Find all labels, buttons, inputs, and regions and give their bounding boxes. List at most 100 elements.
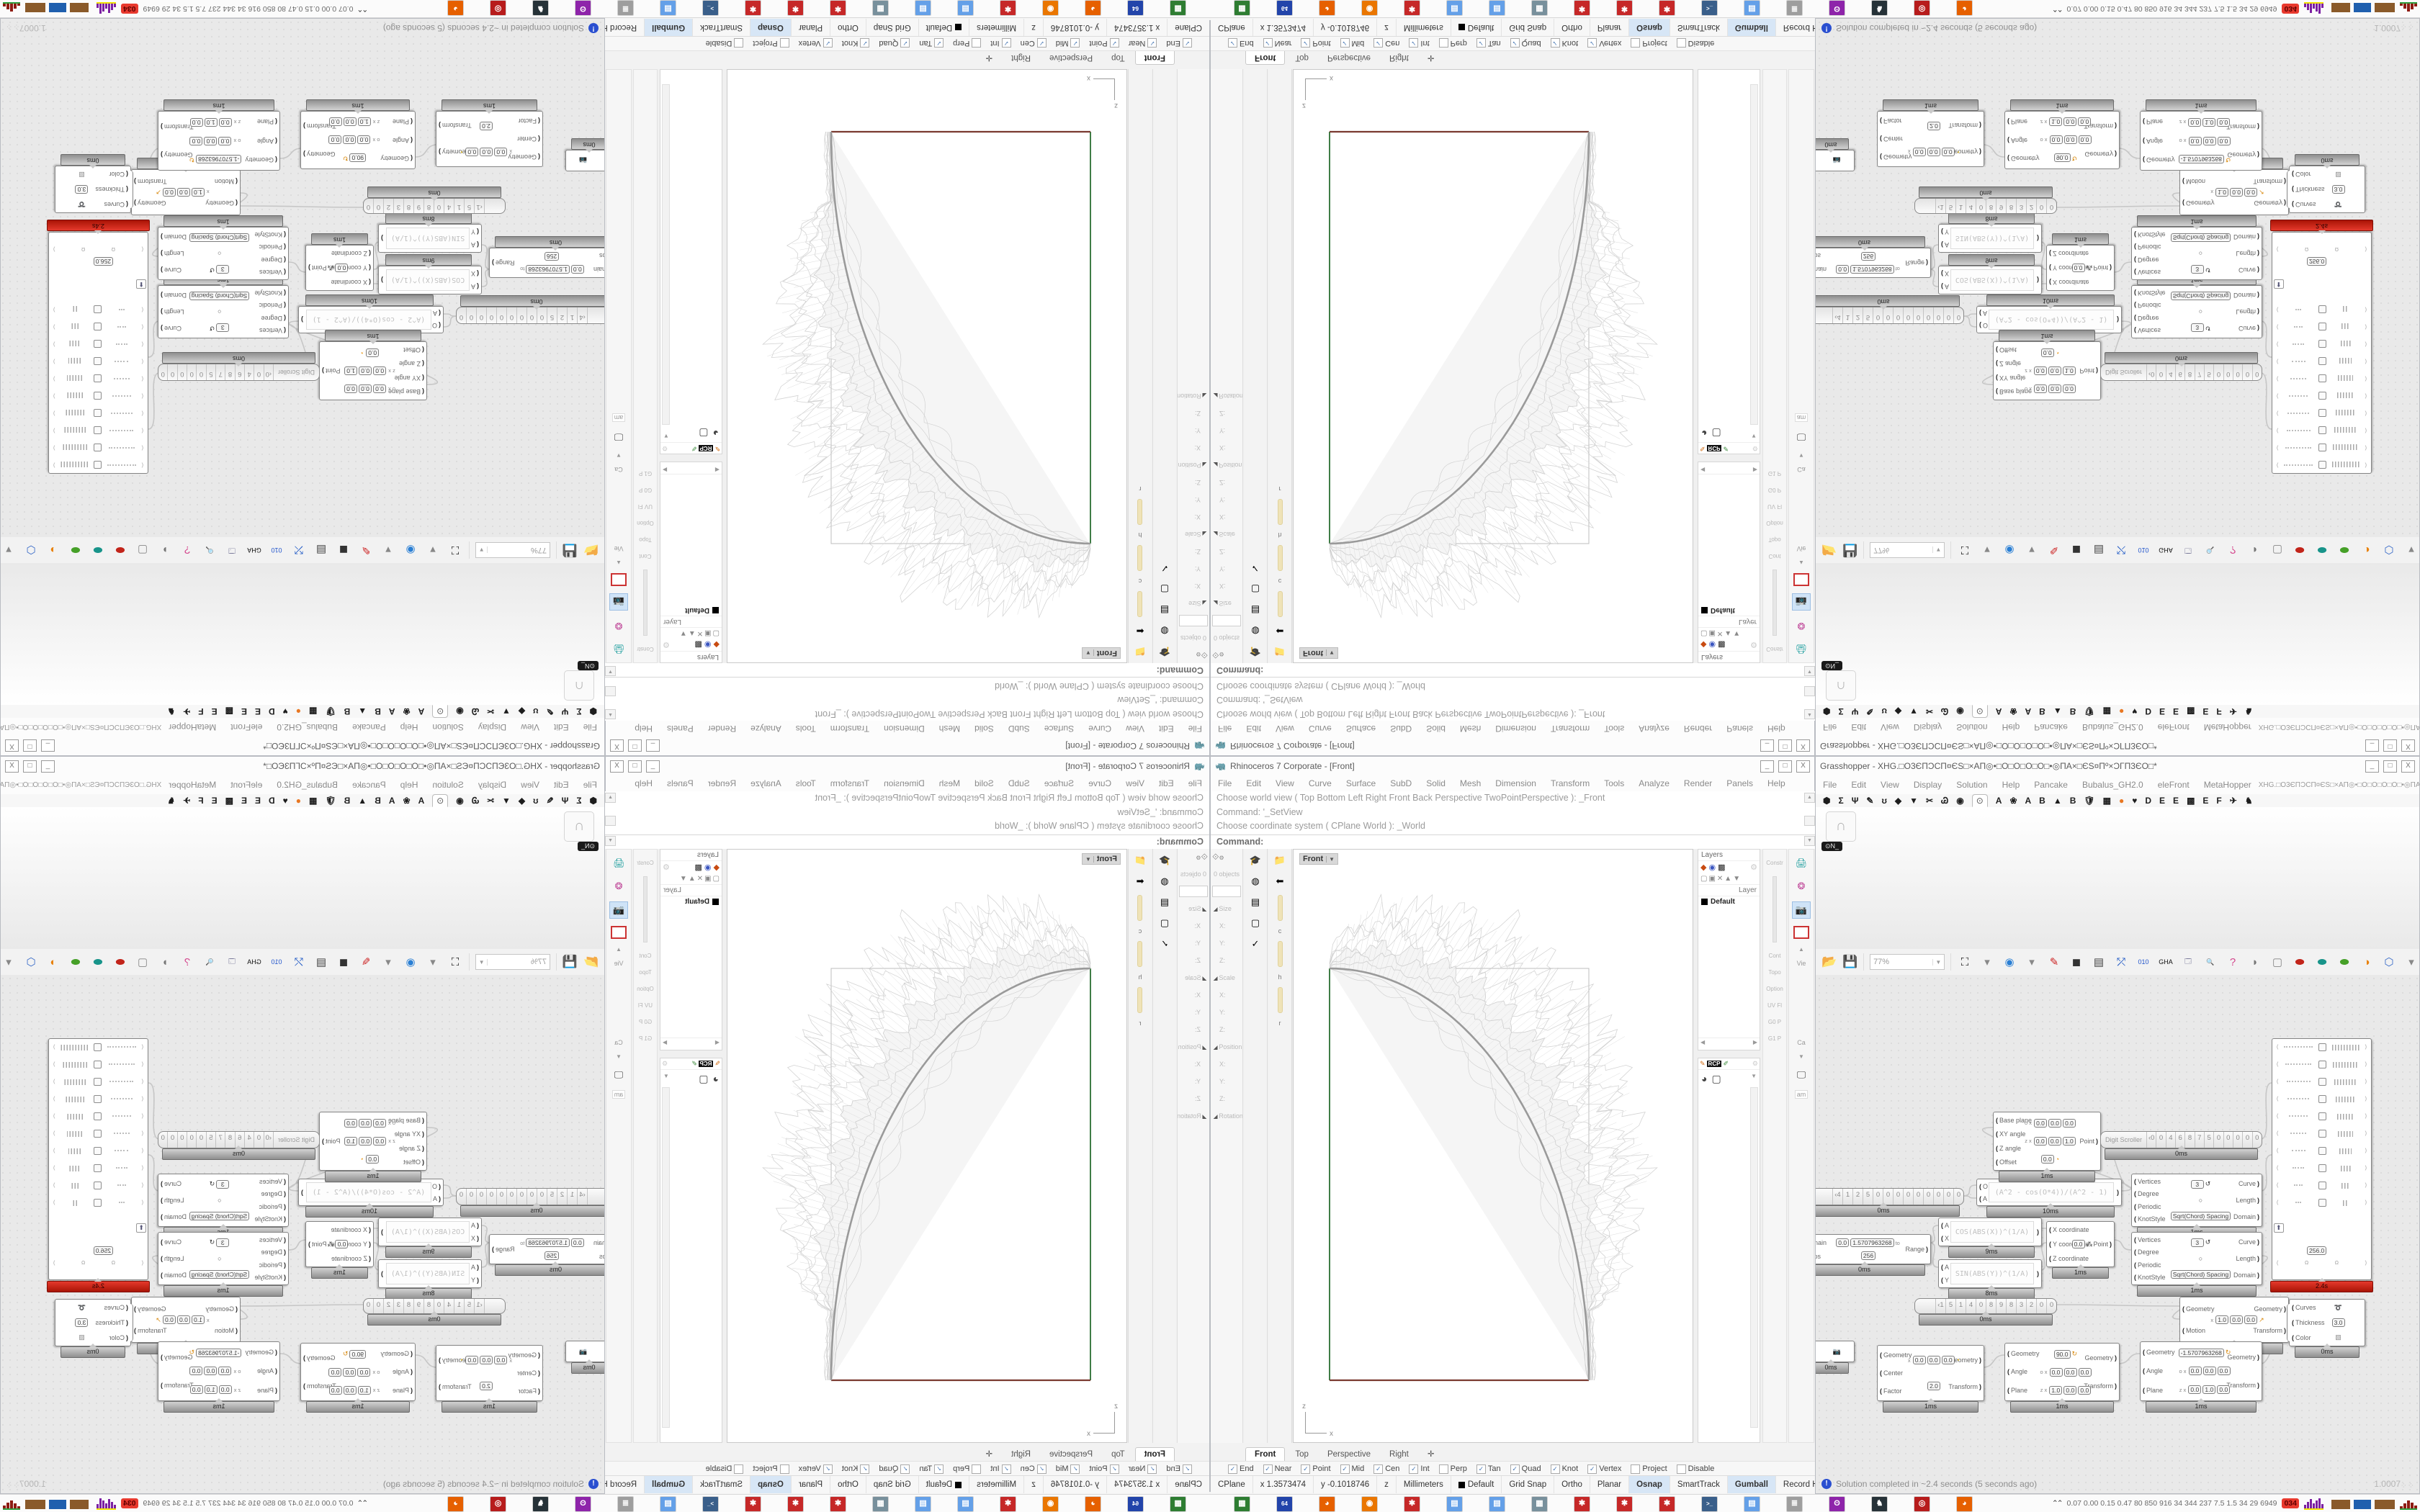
scroller-digit[interactable]: 7 (216, 1132, 225, 1148)
port-out[interactable]: ) (2365, 324, 2367, 329)
scroller-digit[interactable]: 0 (374, 199, 384, 213)
gh-toolbar-icon-8[interactable]: 010 (2136, 546, 2151, 554)
gh-toolbar-icon-19[interactable]: ⬡ (23, 955, 39, 968)
gh-menu-metahopper[interactable]: MetaHopper (2197, 720, 2259, 734)
gh-component-nurbs-curve-1[interactable]: VerticesDegreePeriodicKnotStyleCurveLeng… (158, 1232, 289, 1285)
value-chip[interactable]: 0.0 (465, 148, 478, 156)
taskbar-icon-gear-red-2[interactable]: ✱ (1574, 1496, 1590, 1512)
front-viewport[interactable]: Front ▼ x z (727, 69, 1127, 663)
viewport-tab-top[interactable]: Top (1103, 1448, 1134, 1461)
gh-menu-elefront[interactable]: eleFront (223, 720, 269, 734)
gh-component-move[interactable]: GeometryMotionGeometryTransformx1.00.00.… (131, 1297, 241, 1343)
osnap-mid[interactable]: ✓ Mid (1056, 1464, 1080, 1474)
port-in[interactable]: Steps (599, 253, 604, 260)
scroller-digit[interactable]: 0 (1923, 307, 1933, 323)
left-toolbar-icon-2[interactable]: ▤ (1157, 603, 1173, 617)
gh-tab-24[interactable]: ▩ (2187, 706, 2195, 717)
value-chip[interactable]: 0.0 (204, 137, 217, 145)
port-in[interactable]: ( (142, 462, 143, 467)
port-out[interactable]: Transform (2253, 178, 2286, 185)
left-toolbar-icon-1[interactable]: ◍ (1157, 874, 1173, 888)
port-in[interactable]: A (1979, 1195, 1987, 1202)
gh-toolbar-icon-17[interactable]: ⬬ (68, 956, 84, 968)
port-in[interactable]: ( (2277, 341, 2278, 346)
viewport-tab-✛[interactable]: ✛ (977, 1446, 1001, 1461)
minimize-button[interactable]: _ (1760, 760, 1774, 773)
gh-tab-20[interactable]: ♥ (283, 706, 288, 717)
rhino-menu-dimension[interactable]: Dimension (877, 721, 932, 736)
taskbar-icon-gear-red-1[interactable]: ✱ (1404, 1496, 1420, 1512)
port-in[interactable]: O (1979, 1183, 1988, 1190)
port-out[interactable]: Domain (161, 1272, 187, 1279)
value-chip[interactable]: 3.0 (2332, 185, 2345, 194)
gh-component-digit-scroller-1[interactable]: ‹4 1 2 5 0 0 0 0 0 0 0 0 0 (456, 307, 604, 324)
scroller-marker[interactable]: ‹1 (475, 1299, 485, 1313)
value-chip[interactable]: 0.0 (357, 1368, 370, 1377)
scroller-digit[interactable]: 0 (364, 1299, 374, 1313)
port-out[interactable]: ) (2365, 1079, 2367, 1084)
gh-tab-13[interactable]: A (389, 706, 395, 717)
osnap-knot[interactable]: ✓ Knot (1551, 39, 1579, 48)
value-chip[interactable]: 2.0 (480, 122, 493, 130)
rhino-menu-analyze[interactable]: Analyze (743, 721, 789, 736)
rhino-command-area[interactable]: Choose world view ( Top Bottom Left Righ… (1211, 662, 1815, 721)
port-in[interactable]: Periodic (259, 1203, 286, 1210)
checkbox-icon[interactable] (2318, 340, 2326, 348)
port-in[interactable]: Color (109, 171, 128, 178)
gh-tab-16[interactable]: B (344, 795, 351, 806)
scroller-digit[interactable]: 8 (404, 199, 414, 213)
gh-menu-solution[interactable]: Solution (1949, 720, 1994, 734)
port-out[interactable]: Transform (1948, 1383, 1981, 1390)
taskbar-icon-notepad-1[interactable]: ▤ (957, 0, 974, 16)
gh-tab-3[interactable]: ✎ (1866, 795, 1873, 806)
gh-toolbar-icon-3[interactable]: ▾ (380, 544, 396, 557)
taskbar-icon-calculator[interactable]: ▦ (1531, 1496, 1548, 1512)
port-out[interactable]: Length (2236, 308, 2259, 315)
port-out[interactable]: Transform (161, 123, 194, 130)
scroll-down-icon[interactable]: ▼ (616, 452, 622, 459)
scroller-digit[interactable]: 0 (2233, 364, 2242, 380)
scroller-digit[interactable]: 6 (236, 364, 245, 380)
taskbar-icon-notepad-3[interactable]: ▤ (660, 0, 676, 16)
left-toolbar-icon-4[interactable]: ✓ (1157, 937, 1173, 951)
gh-toolbar-icon-11[interactable]: 🔍 (2202, 546, 2218, 554)
open-file-icon[interactable]: 📂 (1821, 543, 1837, 557)
port-out[interactable]: ) (2365, 1062, 2367, 1067)
port-out[interactable]: ) (53, 410, 55, 415)
maximize-button[interactable]: □ (23, 739, 37, 752)
gh-tab-10[interactable]: ⊙ (432, 705, 448, 718)
pencil-colors-icon[interactable]: ✐ (1723, 444, 1729, 452)
status-pane-grid[interactable]: Grid Snap (1502, 1476, 1554, 1493)
port-out[interactable]: Geometry (2254, 199, 2286, 207)
value-chip[interactable]: 0.0 (177, 188, 190, 197)
value-chip[interactable]: 0.0 (2078, 118, 2091, 127)
gh-tab-22[interactable]: E (255, 706, 261, 717)
gh-toolbar-icon-10[interactable]: 🗔 (2180, 544, 2196, 556)
port-out[interactable]: ) (2365, 393, 2367, 398)
gh-menu-elefront[interactable]: eleFront (2151, 778, 2197, 792)
port-in[interactable]: ( (2277, 246, 2278, 251)
port-out[interactable]: Transform (439, 122, 472, 130)
gh-toolbar-icon-2[interactable]: ◉ (403, 955, 418, 968)
scroller-digit[interactable]: 0 (178, 364, 187, 380)
gh-component-move[interactable]: GeometryMotionGeometryTransformx1.00.00.… (131, 169, 241, 215)
status-pane-ortho[interactable]: Ortho (830, 1476, 866, 1493)
layers-tool-0[interactable]: ▢ (1700, 629, 1707, 637)
slider-track[interactable] (1773, 876, 1777, 942)
port-out[interactable]: Point (2093, 264, 2112, 271)
minimize-button[interactable]: _ (2365, 739, 2379, 752)
value-chip[interactable]: 0.0 (359, 366, 372, 375)
layer-row-default[interactable]: Default (1698, 605, 1760, 616)
gh-tab-28[interactable]: ♞ (167, 706, 175, 717)
layers-tool-2[interactable]: ✕ (1717, 629, 1723, 637)
port-in[interactable]: ( (2277, 1045, 2278, 1050)
gh-tab-24[interactable]: ▩ (225, 795, 233, 806)
osnap-project[interactable]: Project (1631, 39, 1667, 48)
port-out[interactable]: ) (2365, 445, 2367, 450)
checkbox-icon[interactable]: ✓ (1409, 1464, 1418, 1474)
osnap-project[interactable]: Project (753, 1464, 789, 1474)
rhino-menu-render[interactable]: Render (1677, 776, 1719, 791)
sphere-dark-icon[interactable]: ◕ (1701, 427, 1707, 439)
port-out[interactable]: ) (53, 246, 55, 251)
gh-component-scale[interactable]: GeometryCenterFactorGeometryTransformx0.… (1877, 1345, 1984, 1401)
